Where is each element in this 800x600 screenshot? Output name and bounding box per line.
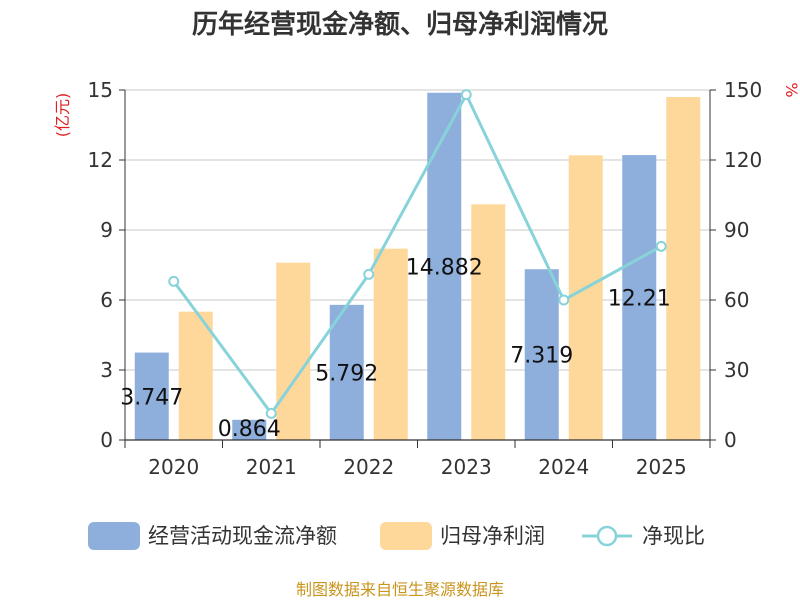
data-label-2020: 3.747 bbox=[120, 385, 183, 410]
bar-operating-cash-2023 bbox=[427, 92, 462, 441]
x-axis-tick-label: 2025 bbox=[636, 455, 687, 479]
right-axis-tick-label: 90 bbox=[724, 218, 749, 242]
left-axis-tick-label: 0 bbox=[100, 428, 113, 452]
bar-net-profit-2024 bbox=[568, 155, 603, 441]
point-net-cash-ratio-2022 bbox=[363, 268, 375, 280]
point-net-cash-ratio-2021 bbox=[265, 407, 277, 419]
left-axis-unit: (亿元) bbox=[53, 93, 72, 138]
right-axis-tick-label: 120 bbox=[724, 148, 762, 172]
data-label-2023: 14.882 bbox=[406, 255, 483, 280]
left-axis-tick-label: 12 bbox=[88, 148, 113, 172]
legend-swatch-operating-cash bbox=[88, 522, 140, 550]
legend-swatch-point-ratio bbox=[596, 525, 618, 547]
point-net-cash-ratio-2020 bbox=[168, 275, 180, 287]
legend-label-operating-cash: 经营活动现金流净额 bbox=[148, 524, 337, 548]
point-net-cash-ratio-2024 bbox=[558, 294, 570, 306]
bar-net-profit-2021 bbox=[276, 262, 311, 440]
bar-operating-cash-2021 bbox=[232, 419, 267, 440]
line-net-cash-ratio bbox=[172, 91, 662, 416]
bar-net-profit-2025 bbox=[666, 97, 701, 440]
x-axis-tick-label: 2022 bbox=[343, 455, 394, 479]
legend-label-ratio: 净现比 bbox=[642, 524, 705, 548]
chart-title: 历年经营现金净额、归母净利润情况 bbox=[192, 9, 608, 40]
right-axis-tick-label: 60 bbox=[724, 288, 749, 312]
label-layer: 3.747 0.864 5.792 14.882 7.319 12.21 bbox=[120, 255, 670, 442]
left-axis-tick-label: 15 bbox=[88, 78, 113, 102]
bar-operating-cash-2025 bbox=[622, 155, 657, 440]
source-note: 制图数据来自恒生聚源数据库 bbox=[296, 580, 504, 599]
right-axis-tick-label: 30 bbox=[724, 358, 749, 382]
legend-label-net-profit: 归母净利润 bbox=[440, 524, 545, 548]
bar-net-profit-2020 bbox=[178, 311, 213, 440]
line-layer bbox=[168, 89, 667, 419]
data-label-2021: 0.864 bbox=[218, 417, 281, 442]
left-axis-tick-label: 3 bbox=[100, 358, 113, 382]
bar-net-profit-2023 bbox=[471, 204, 506, 440]
grid-layer bbox=[125, 89, 710, 371]
point-net-cash-ratio-2025 bbox=[655, 240, 667, 252]
legend-swatch-net-profit bbox=[380, 522, 432, 550]
data-label-2022: 5.792 bbox=[315, 361, 378, 386]
bar-layer bbox=[134, 92, 701, 441]
x-axis-tick-label: 2023 bbox=[441, 455, 492, 479]
left-axis-tick-label: 9 bbox=[100, 218, 113, 242]
right-axis-unit: % bbox=[782, 82, 800, 97]
bar-net-profit-2022 bbox=[373, 248, 408, 440]
left-axis-tick-label: 6 bbox=[100, 288, 113, 312]
bar-operating-cash-2024 bbox=[524, 269, 559, 440]
legend: 经营活动现金流净额 归母净利润 净现比 bbox=[88, 522, 705, 550]
data-label-2024: 7.319 bbox=[510, 344, 573, 369]
point-net-cash-ratio-2023 bbox=[460, 89, 472, 101]
bar-operating-cash-2020 bbox=[134, 352, 169, 440]
right-axis-tick-label: 0 bbox=[724, 428, 737, 452]
x-axis-tick-label: 2021 bbox=[246, 455, 297, 479]
data-label-2025: 12.21 bbox=[608, 287, 671, 312]
bar-operating-cash-2022 bbox=[329, 304, 364, 440]
right-axis-tick-label: 150 bbox=[724, 78, 762, 102]
x-axis-tick-label: 2020 bbox=[148, 455, 199, 479]
x-axis-tick-label: 2024 bbox=[538, 455, 589, 479]
